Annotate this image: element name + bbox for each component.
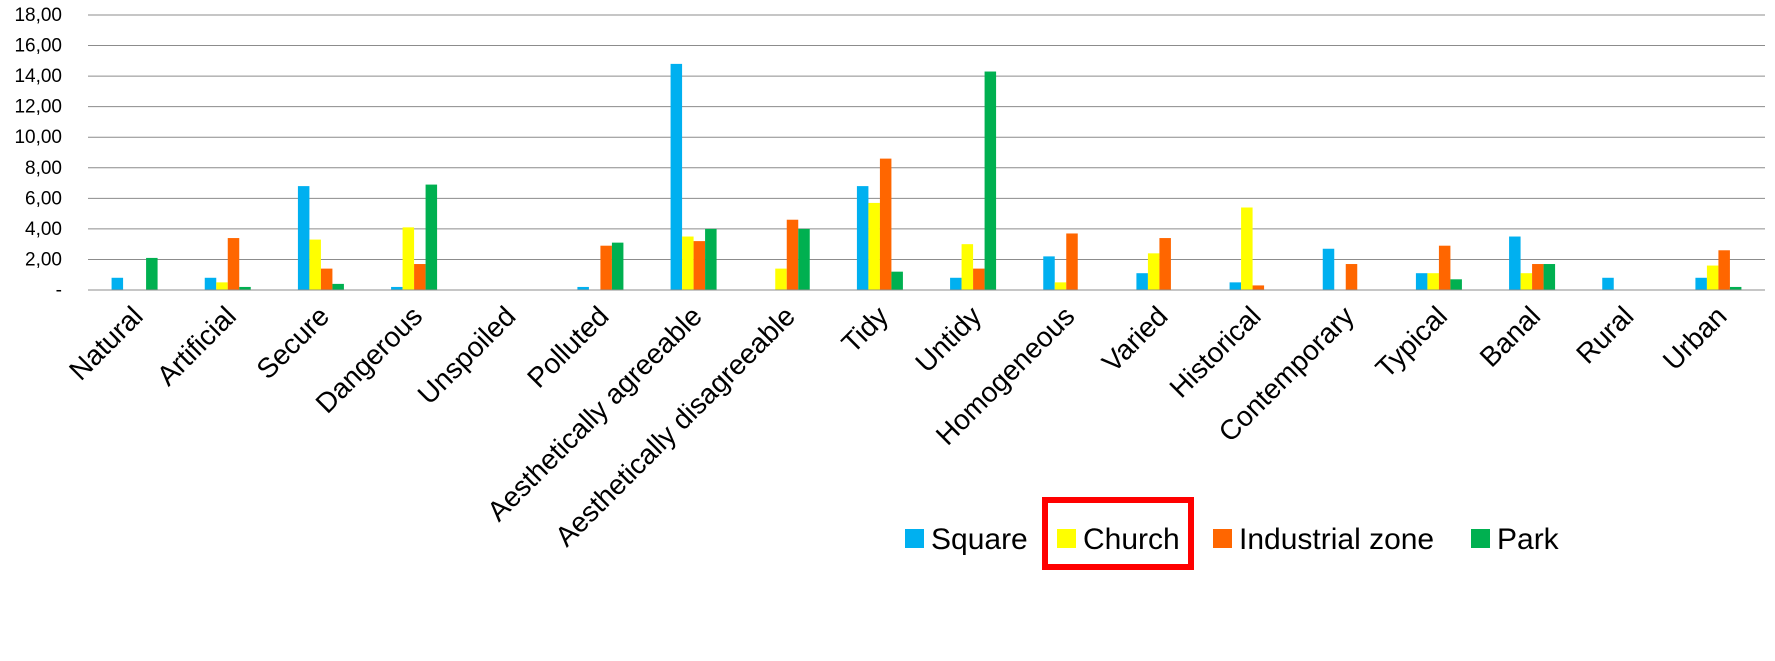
bar-church (682, 236, 694, 290)
bar-square (1229, 282, 1242, 290)
legend-swatch (905, 529, 924, 548)
bar-park (1729, 286, 1742, 290)
bar-industrial-zone (1438, 245, 1451, 290)
x-category-label: Untidy (909, 300, 987, 378)
bar-industrial-zone (1252, 285, 1265, 290)
bar-park (146, 257, 158, 290)
bar-park (1543, 264, 1556, 290)
bar-square (1602, 277, 1614, 290)
x-category-label: Typical (1370, 300, 1454, 384)
bar-industrial-zone (1718, 250, 1730, 290)
x-axis-categories: Natural Artificial SecureDangerousUnspoile… (63, 300, 1733, 552)
bar-church (1520, 273, 1533, 290)
bar-park (891, 271, 903, 290)
x-category-label: Secure (251, 300, 336, 385)
x-category-label: Tidy (836, 300, 895, 359)
legend-swatch (1057, 529, 1076, 548)
bar-square (1509, 236, 1521, 290)
bar-square (856, 186, 869, 290)
bar-church (1706, 265, 1719, 290)
bar-industrial-zone (1532, 264, 1544, 290)
x-category-label: Varied (1096, 300, 1174, 378)
bar-industrial-zone (1066, 233, 1078, 290)
bar-church (775, 268, 787, 290)
legend-label: Church (1083, 523, 1180, 556)
bar-industrial-zone (1345, 264, 1358, 290)
y-tick-label: 6,00 (25, 188, 62, 209)
grid-lines (88, 14, 1765, 291)
bar-park (425, 184, 438, 290)
bar-square (297, 186, 310, 290)
bar-park (239, 286, 251, 290)
bars (111, 63, 1742, 291)
bar-park (705, 228, 717, 290)
bar-church (309, 239, 321, 290)
bar-square (577, 286, 589, 290)
bar-church (1147, 253, 1160, 290)
legend-swatch (1213, 529, 1232, 548)
x-category-label: Polluted (521, 300, 614, 393)
bar-square (204, 277, 217, 290)
bar-square (1136, 273, 1148, 290)
bar-square (111, 277, 124, 290)
bar-church (868, 202, 880, 290)
bar-church (216, 282, 228, 290)
bar-square (1415, 273, 1428, 290)
y-tick-label: 8,00 (25, 158, 62, 179)
bar-church (402, 227, 415, 290)
y-tick-label: 10,00 (14, 127, 62, 148)
bar-square (1043, 256, 1055, 290)
y-tick-label: 14,00 (14, 66, 62, 87)
legend: Square Church Industrial zone Park (905, 497, 1560, 570)
y-tick-label: 12,00 (14, 97, 62, 118)
y-axis-ticks: - 2,00 4,00 6,00 8,00 10,00 12,00 14,00 16,00 18,… (14, 5, 62, 301)
bar-square (670, 63, 683, 291)
y-tick-label: 2,00 (25, 249, 62, 270)
bar-church (1427, 273, 1439, 290)
y-tick-label: 18,00 (14, 5, 62, 26)
bar-square (391, 286, 403, 290)
bar-park (984, 71, 997, 291)
x-category-label: Rural (1570, 300, 1639, 369)
y-tick-label: 16,00 (14, 36, 62, 57)
x-category-label: Urban (1657, 300, 1733, 376)
x-category-label: Unspoiled (412, 300, 522, 410)
x-category-label: Banal (1474, 300, 1547, 373)
x-category-label: Natural (63, 300, 149, 386)
x-category-label: Artificial (151, 300, 242, 391)
legend-label: Park (1497, 523, 1560, 556)
bar-industrial-zone (693, 241, 706, 290)
bar-park (798, 228, 810, 290)
bar-park (1450, 279, 1462, 290)
legend-label: Industrial zone (1239, 523, 1434, 556)
bar-industrial-zone (879, 158, 892, 290)
bar-industrial-zone (786, 219, 799, 290)
bar-church (961, 244, 974, 290)
bar-industrial-zone (973, 268, 985, 290)
bar-park (611, 242, 624, 290)
y-tick-label: - (56, 280, 62, 301)
bar-square (1695, 277, 1707, 290)
bar-church (1054, 282, 1067, 290)
bar-park (332, 283, 344, 290)
bar-industrial-zone (320, 268, 333, 290)
bar-square (950, 277, 962, 290)
y-tick-label: 4,00 (25, 219, 62, 240)
legend-label: Square (931, 523, 1028, 556)
legend-highlight-box (1042, 497, 1194, 570)
bar-industrial-zone (600, 245, 612, 290)
bar-industrial-zone (1159, 238, 1171, 290)
bar-church (1241, 207, 1253, 290)
legend-swatch (1471, 529, 1490, 548)
bar-industrial-zone (227, 238, 240, 290)
bar-industrial-zone (414, 264, 426, 290)
bar-square (1322, 248, 1335, 290)
